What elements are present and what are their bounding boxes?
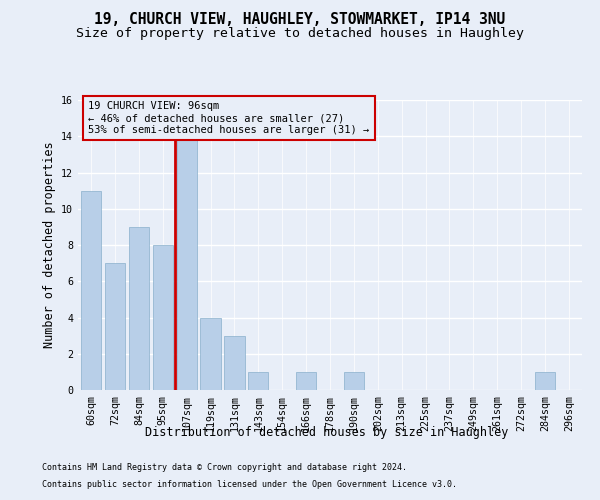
Bar (176, 136, 197, 390)
Bar (296, 372, 316, 390)
Text: 19 CHURCH VIEW: 96sqm
← 46% of detached houses are smaller (27)
53% of semi-deta: 19 CHURCH VIEW: 96sqm ← 46% of detached … (88, 102, 370, 134)
Y-axis label: Number of detached properties: Number of detached properties (43, 142, 56, 348)
Text: 19, CHURCH VIEW, HAUGHLEY, STOWMARKET, IP14 3NU: 19, CHURCH VIEW, HAUGHLEY, STOWMARKET, I… (94, 12, 506, 28)
Bar (248, 372, 268, 390)
Text: Distribution of detached houses by size in Haughley: Distribution of detached houses by size … (145, 426, 509, 439)
Bar (129, 227, 149, 390)
Bar (224, 336, 245, 390)
Bar (535, 372, 555, 390)
Bar (105, 263, 125, 390)
Text: Size of property relative to detached houses in Haughley: Size of property relative to detached ho… (76, 28, 524, 40)
Bar (344, 372, 364, 390)
Bar (81, 190, 101, 390)
Text: Contains public sector information licensed under the Open Government Licence v3: Contains public sector information licen… (42, 480, 457, 489)
Text: Contains HM Land Registry data © Crown copyright and database right 2024.: Contains HM Land Registry data © Crown c… (42, 464, 407, 472)
Bar (200, 318, 221, 390)
Bar (152, 245, 173, 390)
